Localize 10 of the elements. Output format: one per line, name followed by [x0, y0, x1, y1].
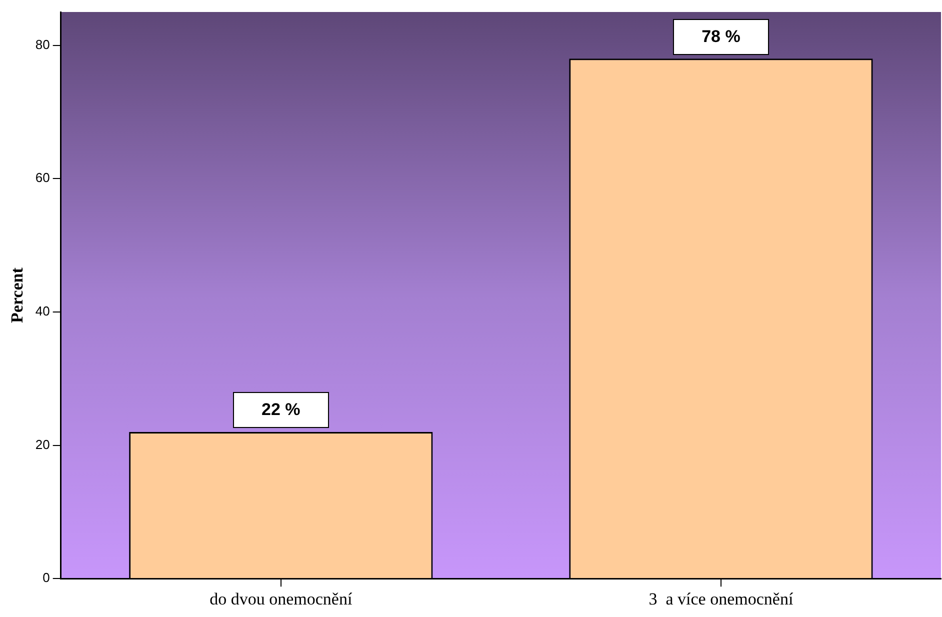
label-box: 22 % — [232, 392, 329, 428]
label-box: 78 % — [672, 18, 769, 55]
y-tick-label: 40 — [35, 304, 50, 319]
x-tick-label: 3 a více onemocnění — [648, 589, 794, 608]
y-tick-label: 60 — [35, 170, 50, 186]
y-axis-title: Percent — [8, 267, 27, 323]
x-tick-label: do dvou onemocnění — [210, 589, 352, 608]
y-tick-label: 20 — [35, 436, 50, 452]
y-tick-label: 0 — [42, 570, 50, 586]
y-tick-label: 80 — [35, 36, 50, 52]
